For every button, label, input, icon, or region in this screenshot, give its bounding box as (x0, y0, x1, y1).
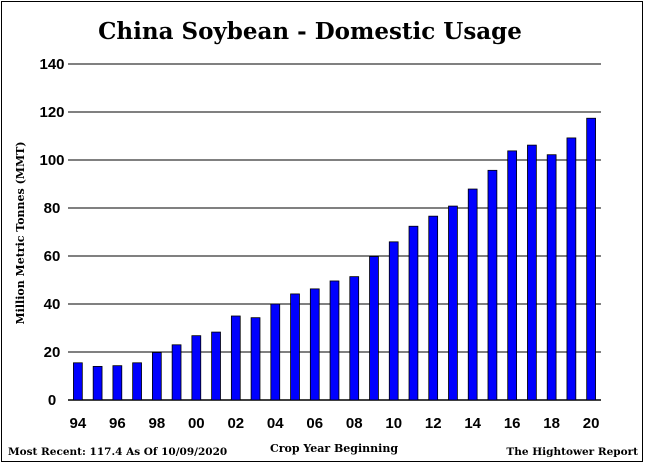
x-tick-label: 10 (385, 415, 402, 432)
bar-99 (171, 344, 182, 401)
x-tick-label: 06 (306, 415, 323, 432)
y-tick-label: 100 (39, 152, 64, 169)
bar-03 (250, 317, 261, 401)
bar-11 (408, 225, 419, 401)
x-tick-label: 00 (188, 415, 205, 432)
bar-15 (487, 169, 498, 401)
bar-04 (270, 303, 281, 401)
y-axis-label: Million Metric Tonnes (MMT) (14, 141, 27, 324)
footer-most-recent: Most Recent: 117.4 As Of 10/09/2020 (8, 446, 227, 458)
y-axis-ticks: 0 20 40 60 80 100 120 140 (39, 56, 64, 409)
x-axis-ticks: 94 96 98 00 02 04 06 08 10 12 14 16 18 20 (70, 415, 600, 432)
x-tick-label: 16 (504, 415, 521, 432)
bar-98 (151, 352, 162, 401)
bar-16 (507, 150, 518, 401)
bar-10 (388, 241, 399, 401)
x-tick-label: 04 (267, 415, 284, 432)
x-tick-label: 20 (583, 415, 600, 432)
bar-17 (527, 144, 537, 401)
bar-14 (467, 188, 478, 401)
bar-13 (448, 205, 458, 401)
bar-95 (92, 365, 103, 401)
x-tick-label: 98 (148, 415, 165, 432)
x-tick-label: 18 (543, 415, 560, 432)
x-tick-label: 02 (227, 415, 244, 432)
bar-08 (349, 276, 360, 401)
bar-97 (132, 362, 142, 401)
x-tick-label: 08 (346, 415, 363, 432)
y-tick-label: 0 (48, 392, 56, 409)
x-tick-label: 12 (425, 415, 442, 432)
x-tick-label: 94 (70, 415, 87, 432)
bar-09 (369, 256, 379, 401)
x-tick-label: 14 (464, 415, 481, 432)
bar-20 (586, 117, 596, 401)
bar-00 (191, 335, 202, 401)
bars (73, 117, 596, 401)
bar-05 (290, 293, 300, 401)
bar-96 (112, 365, 123, 401)
bar-01 (211, 331, 221, 401)
bar-94 (73, 362, 83, 401)
y-tick-label: 60 (44, 248, 61, 265)
x-axis-label: Crop Year Beginning (270, 442, 398, 455)
footer-source: The Hightower Report (506, 446, 638, 458)
bar-07 (329, 280, 340, 401)
bar-02 (230, 315, 241, 401)
y-tick-label: 140 (39, 56, 64, 73)
bar-18 (546, 154, 557, 401)
y-tick-label: 80 (44, 200, 61, 217)
x-tick-label: 96 (109, 415, 126, 432)
y-tick-label: 20 (44, 344, 61, 361)
chart-title: China Soybean - Domestic Usage (98, 18, 522, 45)
y-tick-label: 40 (44, 296, 61, 313)
bar-19 (566, 137, 577, 401)
bar-06 (309, 288, 320, 401)
bar-12 (428, 215, 439, 401)
y-tick-label: 120 (39, 104, 64, 121)
